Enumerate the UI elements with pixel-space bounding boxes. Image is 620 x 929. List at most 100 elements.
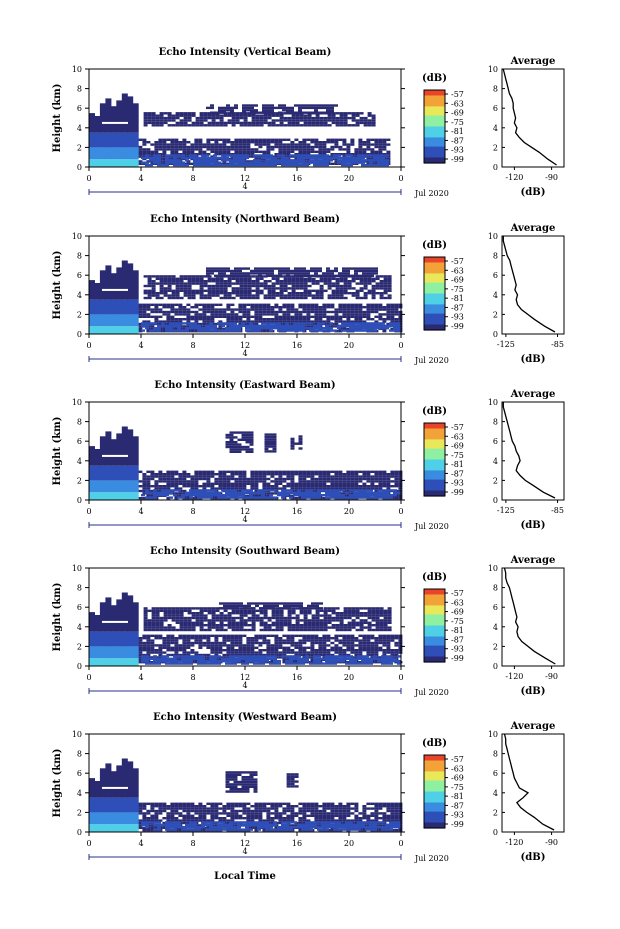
echo-cell (186, 641, 191, 645)
echo-cell (377, 161, 381, 164)
echo-cell (249, 431, 254, 434)
echo-cell (198, 148, 203, 151)
echo-cell (334, 138, 339, 141)
echo-cell (305, 163, 309, 167)
echo-cell (154, 649, 159, 652)
echo-cell (195, 124, 200, 127)
echo-cell (378, 477, 383, 481)
echo-cell (363, 277, 368, 280)
echo-cell (226, 138, 231, 141)
echo-cell (319, 296, 324, 300)
echo-cell (223, 284, 228, 288)
echo-cell (326, 470, 331, 473)
echo-cell (306, 487, 311, 490)
echo-cell (374, 269, 378, 273)
echo-cell (222, 639, 227, 642)
echo-cell (241, 431, 246, 434)
echo-cell (350, 649, 355, 652)
echo-cell (306, 106, 310, 110)
echo-cell (178, 492, 183, 495)
echo-cell (197, 489, 201, 492)
echo-cell (210, 104, 214, 107)
echo-cell (275, 112, 280, 115)
echo-cell (105, 299, 112, 315)
echo-cell (157, 154, 161, 157)
echo-cell (230, 106, 234, 110)
echo-cell (214, 482, 219, 485)
echo-cell (334, 639, 339, 642)
echo-cell (209, 494, 213, 497)
echo-cell (202, 641, 207, 645)
echo-cell (286, 145, 291, 149)
echo-cell (359, 277, 364, 280)
echo-cell (147, 116, 152, 120)
echo-cell (165, 489, 169, 492)
echo-cell (233, 489, 237, 492)
echo-cell (159, 114, 164, 117)
echo-cell (318, 480, 323, 483)
echo-cell (355, 112, 360, 115)
echo-cell (138, 303, 143, 306)
echo-cell (234, 634, 239, 637)
echo-cell (298, 274, 302, 277)
echo-cell (155, 624, 160, 627)
echo-cell (362, 639, 367, 642)
echo-cell (194, 138, 199, 141)
echo-cell (374, 138, 379, 141)
echo-cell (299, 277, 304, 280)
echo-cell (366, 480, 371, 483)
echo-cell (218, 145, 223, 149)
echo-cell (291, 296, 296, 300)
echo-cell (190, 330, 195, 333)
echo-cell (239, 282, 244, 285)
echo-cell (194, 485, 199, 488)
echo-cell (317, 159, 321, 162)
echo-cell (166, 318, 171, 321)
echo-cell (350, 480, 355, 483)
echo-cell (349, 154, 353, 157)
echo-cell (390, 470, 395, 473)
echo-cell (303, 116, 308, 120)
echo-cell (334, 644, 339, 647)
echo-cell (158, 138, 163, 141)
echo-cell (209, 156, 213, 160)
echo-cell (262, 330, 267, 333)
echo-cell (159, 628, 164, 632)
echo-cell (339, 284, 344, 288)
echo-cell (255, 294, 260, 297)
echo-cell (264, 438, 269, 441)
echo-cell (262, 143, 267, 146)
echo-cell (349, 496, 353, 499)
colorbar-cell (424, 110, 445, 113)
echo-cell (175, 614, 180, 617)
echo-cell (274, 487, 279, 490)
echo-cell (367, 282, 372, 285)
echo-cell (322, 153, 327, 156)
echo-cell (154, 475, 159, 478)
echo-cell (334, 480, 339, 483)
echo-cell (259, 277, 264, 280)
echo-cell (258, 111, 262, 114)
echo-cell (350, 477, 355, 481)
echo-cell (318, 153, 323, 156)
echo-cell (330, 106, 334, 110)
colorbar-cell (424, 280, 445, 284)
echo-cell (198, 653, 203, 657)
echo-cell (385, 159, 389, 162)
echo-cell (161, 491, 165, 494)
echo-cell (265, 322, 269, 325)
echo-cell (258, 480, 263, 483)
echo-cell (273, 496, 277, 499)
echo-cell (185, 159, 189, 162)
echo-cell (335, 116, 340, 120)
echo-cell (345, 496, 349, 499)
echo-cell (283, 289, 288, 292)
echo-cell (254, 310, 259, 314)
echo-cell (371, 287, 376, 290)
echo-cell (210, 155, 215, 158)
x-tick-label: 12 (240, 341, 250, 350)
echo-cell (378, 634, 383, 637)
echo-cell (215, 116, 220, 120)
echo-cell (298, 653, 303, 657)
echo-cell (366, 644, 371, 647)
